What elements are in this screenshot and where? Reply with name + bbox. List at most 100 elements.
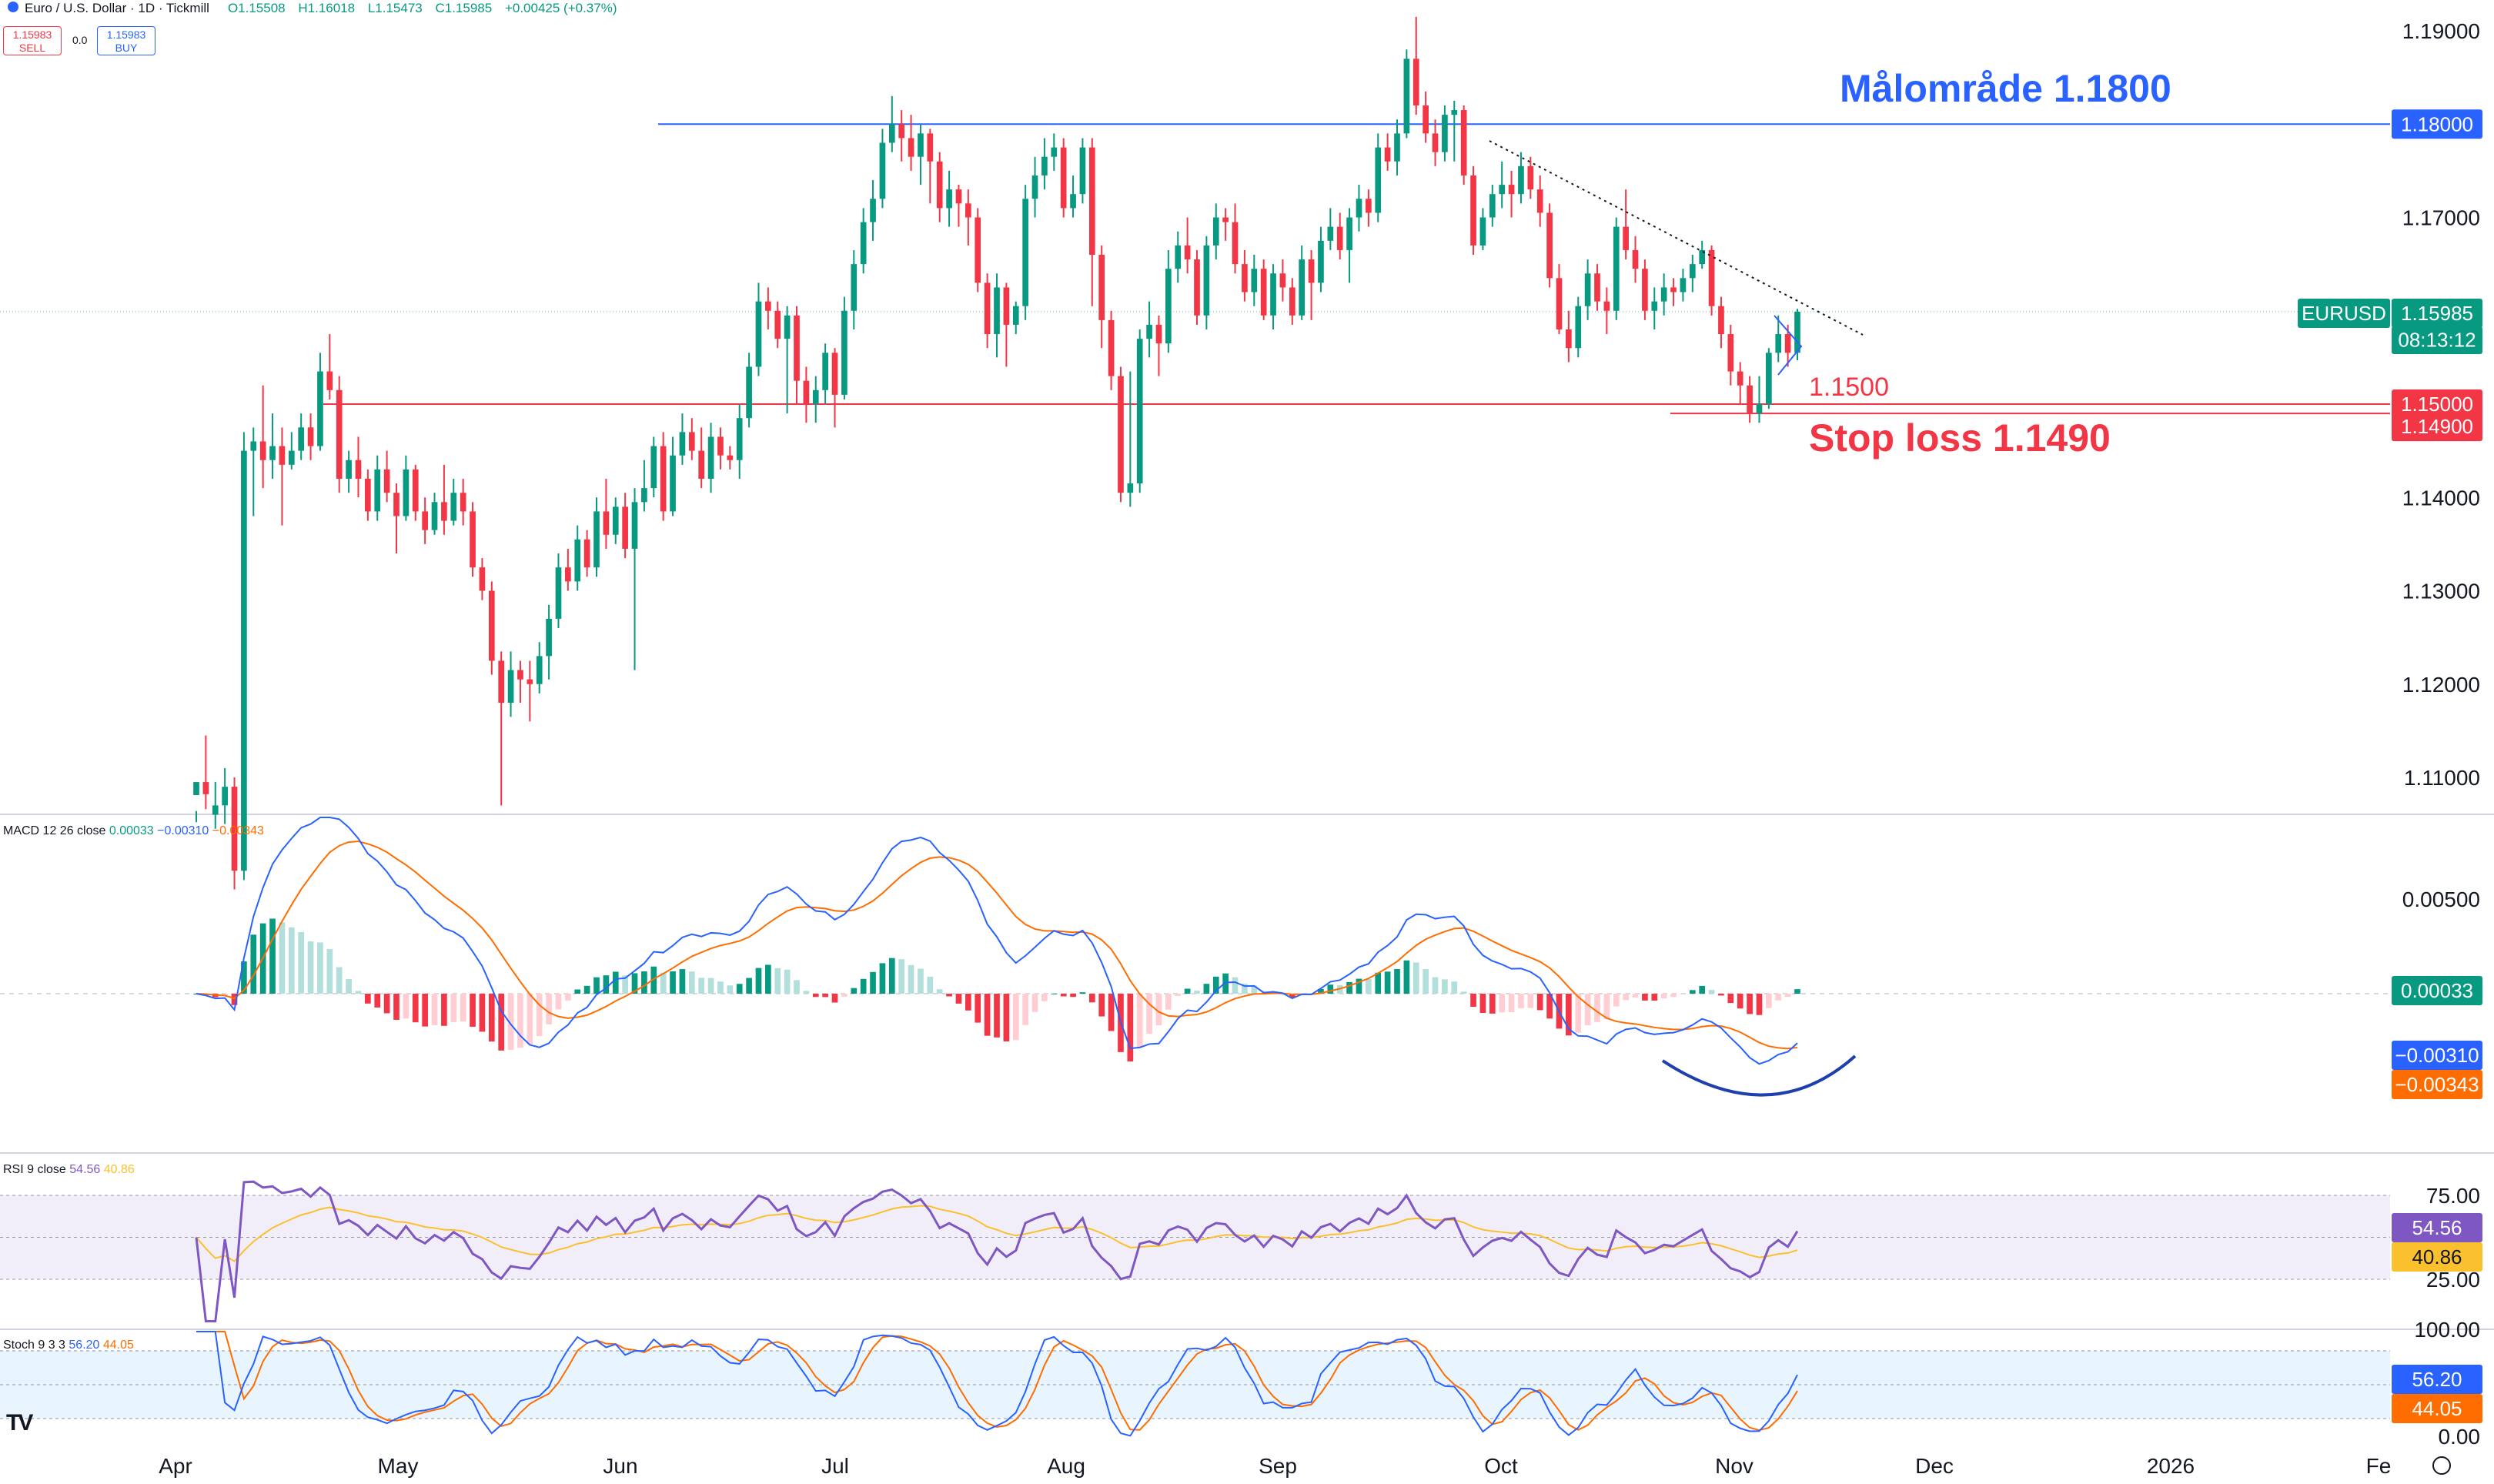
macd-histogram-bar bbox=[1031, 994, 1038, 1012]
macd-histogram-bar bbox=[1194, 991, 1200, 994]
buy-button[interactable]: 1.15983 BUY bbox=[97, 26, 155, 55]
candle-body bbox=[774, 310, 781, 339]
stoch-k-tag: 56.20 bbox=[2412, 1368, 2462, 1391]
macd-histogram-bar bbox=[622, 975, 628, 994]
macd-histogram-bar bbox=[1327, 984, 1334, 994]
macd-histogram-bar bbox=[470, 994, 476, 1027]
open-value: O1.15508 bbox=[227, 1, 286, 15]
macd-histogram-bar bbox=[1451, 981, 1458, 994]
candle-body bbox=[1670, 287, 1677, 292]
macd-histogram-bar bbox=[1566, 994, 1572, 1036]
macd-histogram-bar bbox=[965, 994, 971, 1011]
macd-histogram-bar bbox=[908, 964, 914, 994]
candle-body bbox=[1432, 133, 1439, 152]
candle-body bbox=[1356, 199, 1362, 218]
candle-body bbox=[1699, 249, 1706, 265]
candle-body bbox=[1451, 110, 1458, 115]
macd-histogram-bar bbox=[1432, 977, 1439, 994]
candle-body bbox=[1279, 273, 1286, 288]
candle-body bbox=[1251, 269, 1258, 292]
candle-body bbox=[193, 782, 199, 796]
time-axis-label: Sep bbox=[1259, 1454, 1297, 1478]
candle-body bbox=[812, 389, 819, 404]
stoploss-annotation: Stop loss 1.1490 bbox=[1809, 416, 2111, 460]
macd-histogram-bar bbox=[1060, 994, 1067, 997]
macd-histogram-bar bbox=[1756, 994, 1763, 1015]
candle-body bbox=[1394, 133, 1400, 162]
settings-icon bbox=[2432, 1456, 2451, 1475]
candle-body bbox=[670, 455, 676, 512]
macd-hist-tag-bg bbox=[2392, 976, 2482, 1005]
candle-body bbox=[727, 455, 734, 460]
macd-histogram-bar bbox=[546, 994, 552, 1024]
macd-histogram-bar bbox=[1394, 969, 1400, 994]
candle-body bbox=[1346, 217, 1352, 250]
candle-body bbox=[1175, 245, 1182, 269]
tradingview-logo[interactable]: TV bbox=[6, 1410, 33, 1436]
sell-button[interactable]: 1.15983 SELL bbox=[3, 26, 62, 55]
rsi-axis-tick: 75.00 bbox=[2426, 1184, 2480, 1208]
macd-histogram-bar bbox=[565, 994, 571, 1001]
candle-body bbox=[622, 506, 628, 549]
macd-histogram-bar bbox=[1212, 976, 1219, 994]
macd-histogram-bar bbox=[1660, 994, 1667, 999]
macd-histogram-bar bbox=[555, 994, 562, 1010]
candle-body bbox=[1031, 175, 1038, 199]
rsi-ma-tag-bg bbox=[2392, 1242, 2482, 1272]
candle-body bbox=[1556, 278, 1563, 329]
macd-histogram-bar bbox=[583, 985, 590, 994]
macd-histogram-bar bbox=[1289, 994, 1295, 998]
macd-histogram-bar bbox=[803, 991, 810, 994]
macd-histogram-bar bbox=[1699, 985, 1706, 994]
candle-body bbox=[841, 310, 847, 395]
symbol-title[interactable]: Euro / U.S. Dollar · 1D · Tickmill bbox=[25, 1, 209, 15]
candle-body bbox=[250, 441, 257, 451]
candle-body bbox=[1566, 329, 1572, 349]
candle-body bbox=[1718, 306, 1724, 335]
candle-body bbox=[441, 502, 447, 521]
candle-body bbox=[1384, 147, 1391, 162]
macd-histogram-bar bbox=[1203, 984, 1210, 994]
buy-label: BUY bbox=[115, 42, 138, 54]
candle-body bbox=[1060, 147, 1067, 209]
candle-body bbox=[1460, 110, 1467, 175]
macd-histogram-bar bbox=[870, 971, 876, 994]
candle-body bbox=[1079, 147, 1086, 195]
candle-body bbox=[1260, 269, 1267, 316]
macd-histogram-bar bbox=[517, 994, 523, 1048]
candle-body bbox=[1584, 273, 1591, 306]
macd-histogram-bar bbox=[784, 969, 791, 994]
candle-body bbox=[1003, 287, 1010, 325]
candle-body bbox=[650, 446, 657, 489]
macd-histogram-bar bbox=[698, 978, 705, 994]
candle-body bbox=[803, 380, 810, 404]
candle-body bbox=[1536, 189, 1543, 213]
macd-histogram-bar bbox=[612, 971, 619, 994]
candle-body bbox=[1098, 255, 1105, 320]
candle-body bbox=[1470, 175, 1476, 246]
candle-body bbox=[1489, 194, 1496, 218]
candle-body bbox=[794, 315, 800, 381]
macd-histogram-bar bbox=[479, 994, 486, 1032]
stoch-d-tag: 44.05 bbox=[2412, 1397, 2462, 1420]
macd-histogram-bar bbox=[1079, 992, 1086, 994]
macd-line-tag: −0.00310 bbox=[2395, 1044, 2479, 1067]
macd-curve-annotation bbox=[1661, 1055, 1857, 1097]
macd-histogram-bar bbox=[231, 994, 238, 1005]
macd-hist-tag: 0.00033 bbox=[2401, 979, 2473, 1002]
stoch-axis-tick: 0.00 bbox=[2439, 1425, 2481, 1449]
current-price-tag-bg bbox=[2392, 299, 2482, 328]
candle-body bbox=[365, 479, 371, 512]
candle-body bbox=[298, 427, 305, 451]
time-axis-label: May bbox=[378, 1454, 419, 1478]
candle-body bbox=[460, 493, 466, 512]
macd-histogram-bar bbox=[1366, 979, 1372, 994]
price-axis-tick: 1.17000 bbox=[2402, 206, 2480, 230]
candle-body bbox=[1012, 306, 1019, 325]
candle-body bbox=[1165, 269, 1172, 344]
support-price-tag-bg bbox=[2392, 389, 2482, 419]
candle-body bbox=[259, 441, 266, 460]
macd-histogram-bar bbox=[1708, 990, 1715, 994]
candle-body bbox=[631, 502, 638, 549]
